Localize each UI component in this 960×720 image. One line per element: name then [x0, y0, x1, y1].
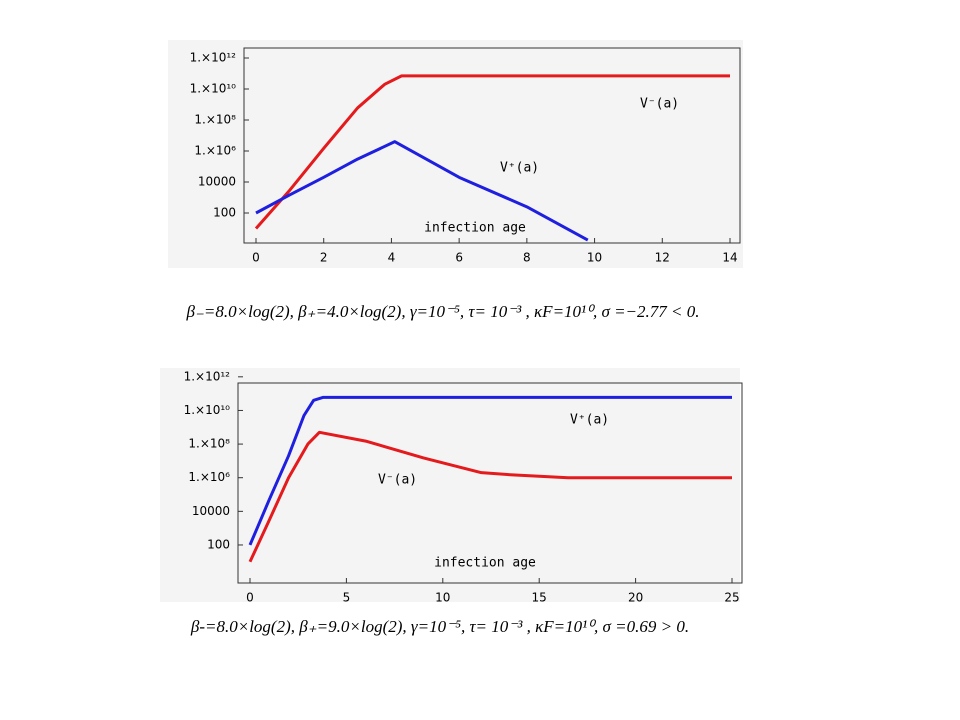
- series-label: V⁺(a): [500, 161, 539, 176]
- x-tick-label: 14: [722, 251, 737, 265]
- plot-frame: [237, 382, 743, 584]
- x-axis-label: infection age: [434, 556, 536, 571]
- series-label: V⁻(a): [640, 97, 679, 112]
- y-tick-label: 10000: [198, 175, 236, 189]
- series-label: V⁻(a): [378, 473, 417, 488]
- x-tick-label: 25: [724, 591, 739, 605]
- plot-background: [168, 40, 743, 268]
- y-tick-label: 1.×10⁸: [194, 113, 236, 127]
- line-series: [248, 395, 732, 546]
- x-tick-label: 4: [388, 251, 396, 265]
- caption: β₋=8.0×log(2), β₊=4.0×log(2), γ=10⁻⁵, τ=…: [185, 302, 699, 321]
- series-label: V⁺(a): [570, 413, 609, 428]
- y-tick-label: 1.×10⁸: [188, 437, 230, 451]
- plot-background: [160, 368, 740, 602]
- y-tick-label: 1.×10¹⁰: [190, 82, 237, 96]
- y-tick-label: 10000: [192, 504, 230, 518]
- line-series: [248, 430, 732, 563]
- x-tick-label: 15: [532, 591, 547, 605]
- y-tick-label: 1.×10¹⁰: [184, 403, 231, 417]
- y-tick-label: 1.×10¹²: [184, 369, 231, 383]
- x-tick-label: 10: [587, 251, 602, 265]
- x-tick-label: 0: [246, 591, 254, 605]
- y-tick-label: 1.×10⁶: [188, 470, 230, 484]
- x-tick-label: 2: [320, 251, 328, 265]
- x-tick-label: 20: [628, 591, 643, 605]
- line-series: [255, 140, 589, 242]
- caption: β-=8.0×log(2), β₊=9.0×log(2), γ=10⁻⁵, τ=…: [190, 617, 689, 636]
- x-tick-label: 12: [655, 251, 670, 265]
- y-tick-label: 1.×10⁶: [194, 144, 236, 158]
- x-axis-label: infection age: [424, 221, 526, 236]
- x-tick-label: 6: [455, 251, 463, 265]
- y-tick-label: 1.×10¹²: [190, 51, 237, 65]
- x-tick-label: 8: [523, 251, 531, 265]
- line-series: [254, 74, 730, 230]
- x-tick-label: 0: [252, 251, 260, 265]
- y-tick-label: 100: [207, 537, 230, 551]
- plot-frame: [243, 47, 741, 244]
- x-tick-label: 5: [343, 591, 351, 605]
- y-tick-label: 100: [213, 206, 236, 220]
- x-tick-label: 10: [435, 591, 450, 605]
